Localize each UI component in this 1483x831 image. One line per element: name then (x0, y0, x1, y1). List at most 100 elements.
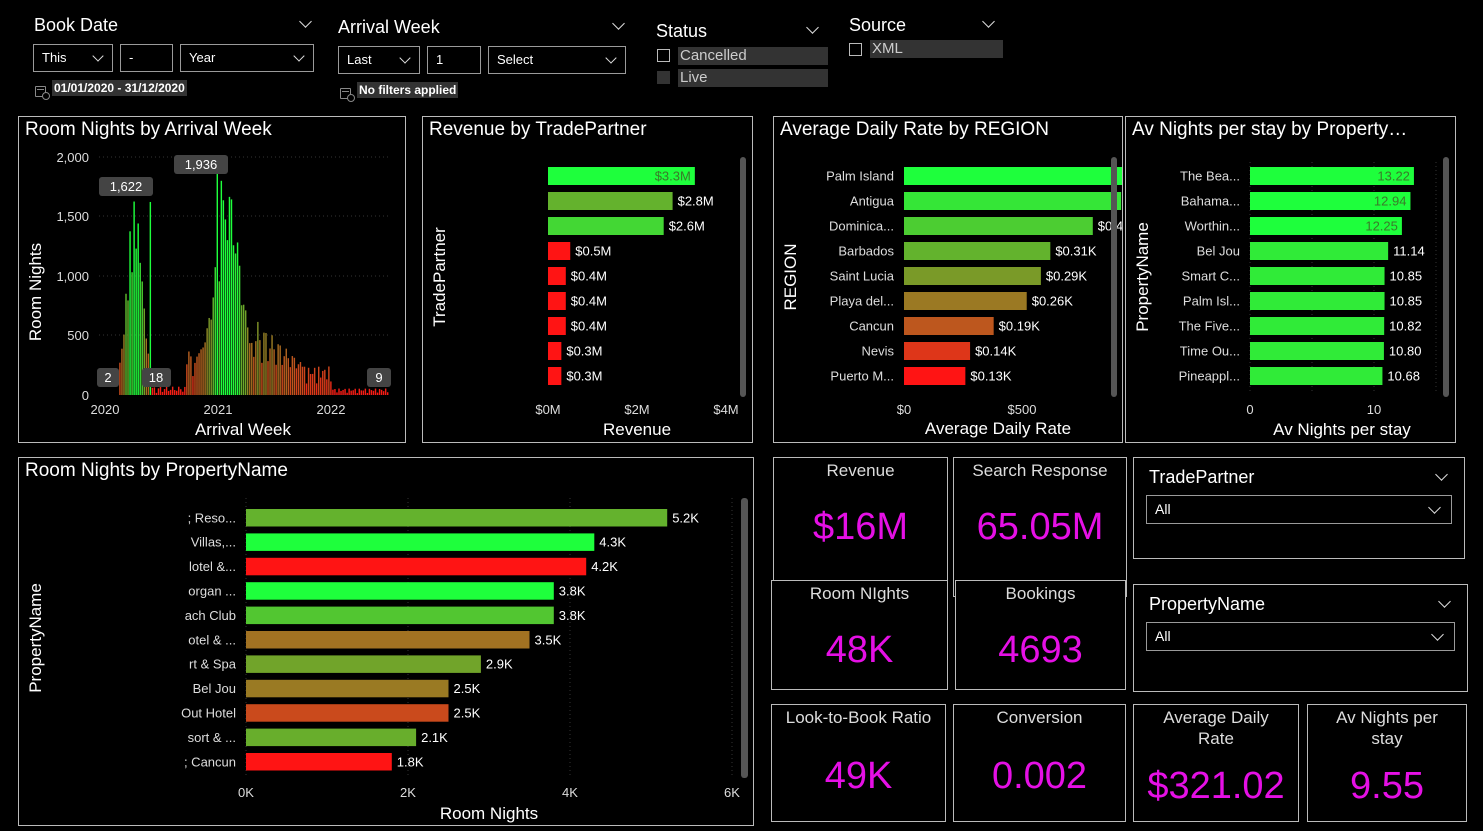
bar[interactable] (184, 386, 186, 395)
bar[interactable] (283, 356, 285, 395)
bar[interactable] (354, 388, 356, 395)
bar[interactable] (208, 317, 210, 395)
bar[interactable] (226, 240, 229, 395)
bar[interactable] (324, 369, 326, 395)
bar[interactable] (121, 348, 123, 395)
bar[interactable] (548, 292, 566, 310)
bar[interactable] (151, 387, 154, 395)
bar[interactable] (904, 342, 971, 360)
bar[interactable] (904, 217, 1093, 235)
arrival-week-unit-dropdown[interactable]: Select (488, 46, 626, 74)
bar[interactable] (180, 389, 182, 395)
bar[interactable] (346, 392, 348, 395)
bar[interactable] (188, 351, 190, 395)
bar[interactable] (236, 242, 239, 395)
bar[interactable] (240, 305, 243, 395)
bar[interactable] (119, 362, 121, 395)
bar[interactable] (364, 388, 367, 395)
bar[interactable] (261, 362, 263, 395)
bar[interactable] (301, 366, 304, 395)
arrival-week-relative-dropdown[interactable]: Last (338, 46, 420, 74)
bar[interactable] (350, 390, 352, 395)
bar[interactable] (263, 332, 265, 395)
bar[interactable] (548, 367, 562, 385)
bar[interactable] (255, 341, 257, 395)
bar[interactable] (277, 344, 279, 395)
bar[interactable] (548, 192, 673, 210)
bar[interactable] (253, 356, 255, 395)
bar[interactable] (135, 248, 137, 395)
bar[interactable] (246, 753, 392, 771)
cancelled-checkbox[interactable] (657, 49, 670, 62)
bar[interactable] (246, 582, 554, 600)
chevron-down-icon[interactable] (982, 15, 995, 28)
bar[interactable] (382, 391, 385, 395)
bar[interactable] (246, 704, 449, 722)
bar[interactable] (368, 388, 371, 395)
bar[interactable] (318, 366, 320, 395)
bar[interactable] (1250, 317, 1385, 335)
bar[interactable] (362, 390, 365, 395)
bar[interactable] (259, 340, 261, 395)
bar[interactable] (220, 180, 223, 395)
bar[interactable] (182, 391, 184, 395)
bar[interactable] (338, 388, 340, 395)
bar[interactable] (131, 272, 133, 395)
bar[interactable] (269, 348, 271, 395)
bar[interactable] (125, 293, 127, 395)
bar[interactable] (360, 390, 363, 395)
bar[interactable] (192, 376, 194, 395)
bar[interactable] (238, 265, 241, 395)
bar[interactable] (305, 383, 308, 395)
bar[interactable] (315, 383, 318, 395)
bar[interactable] (267, 361, 269, 395)
bar[interactable] (230, 199, 233, 395)
bar[interactable] (1250, 192, 1411, 210)
bar[interactable] (155, 392, 158, 395)
bar[interactable] (904, 292, 1027, 310)
bar[interactable] (206, 328, 208, 395)
scrollbar[interactable] (741, 498, 748, 778)
bar[interactable] (157, 388, 160, 395)
scrollbar[interactable] (740, 157, 746, 397)
bar[interactable] (309, 374, 312, 395)
bar[interactable] (273, 349, 275, 395)
bar[interactable] (352, 390, 354, 395)
chevron-down-icon[interactable] (1438, 595, 1451, 608)
bar[interactable] (299, 362, 302, 395)
bar[interactable] (548, 217, 664, 235)
bar[interactable] (904, 242, 1051, 260)
bar[interactable] (257, 321, 259, 395)
bar[interactable] (265, 333, 267, 395)
bar[interactable] (224, 219, 227, 395)
bar[interactable] (334, 389, 336, 395)
bar[interactable] (244, 310, 247, 395)
bar[interactable] (285, 348, 287, 395)
bar[interactable] (366, 392, 369, 395)
scrollbar[interactable] (1443, 157, 1449, 397)
xml-checkbox[interactable] (849, 43, 862, 56)
bar[interactable] (289, 367, 292, 395)
bar[interactable] (358, 388, 360, 395)
cancelled-label[interactable]: Cancelled (678, 47, 828, 65)
bar[interactable] (1250, 342, 1384, 360)
bar[interactable] (176, 390, 178, 395)
bar[interactable] (904, 167, 1122, 185)
bar[interactable] (202, 347, 204, 395)
chevron-down-icon[interactable] (1435, 468, 1448, 481)
bar[interactable] (143, 308, 145, 395)
bar[interactable] (190, 356, 192, 395)
book-date-unit-dropdown[interactable]: Year (180, 44, 314, 72)
bar[interactable] (246, 533, 595, 551)
bar[interactable] (370, 390, 373, 395)
bar[interactable] (281, 364, 283, 395)
bar[interactable] (548, 267, 566, 285)
bar[interactable] (216, 164, 218, 395)
chevron-down-icon[interactable] (806, 21, 819, 34)
bar[interactable] (246, 606, 554, 625)
bar[interactable] (145, 338, 147, 395)
bar[interactable] (378, 388, 381, 395)
bar[interactable] (287, 358, 289, 395)
bar[interactable] (165, 386, 168, 395)
property-name-dropdown[interactable]: All (1146, 622, 1455, 651)
